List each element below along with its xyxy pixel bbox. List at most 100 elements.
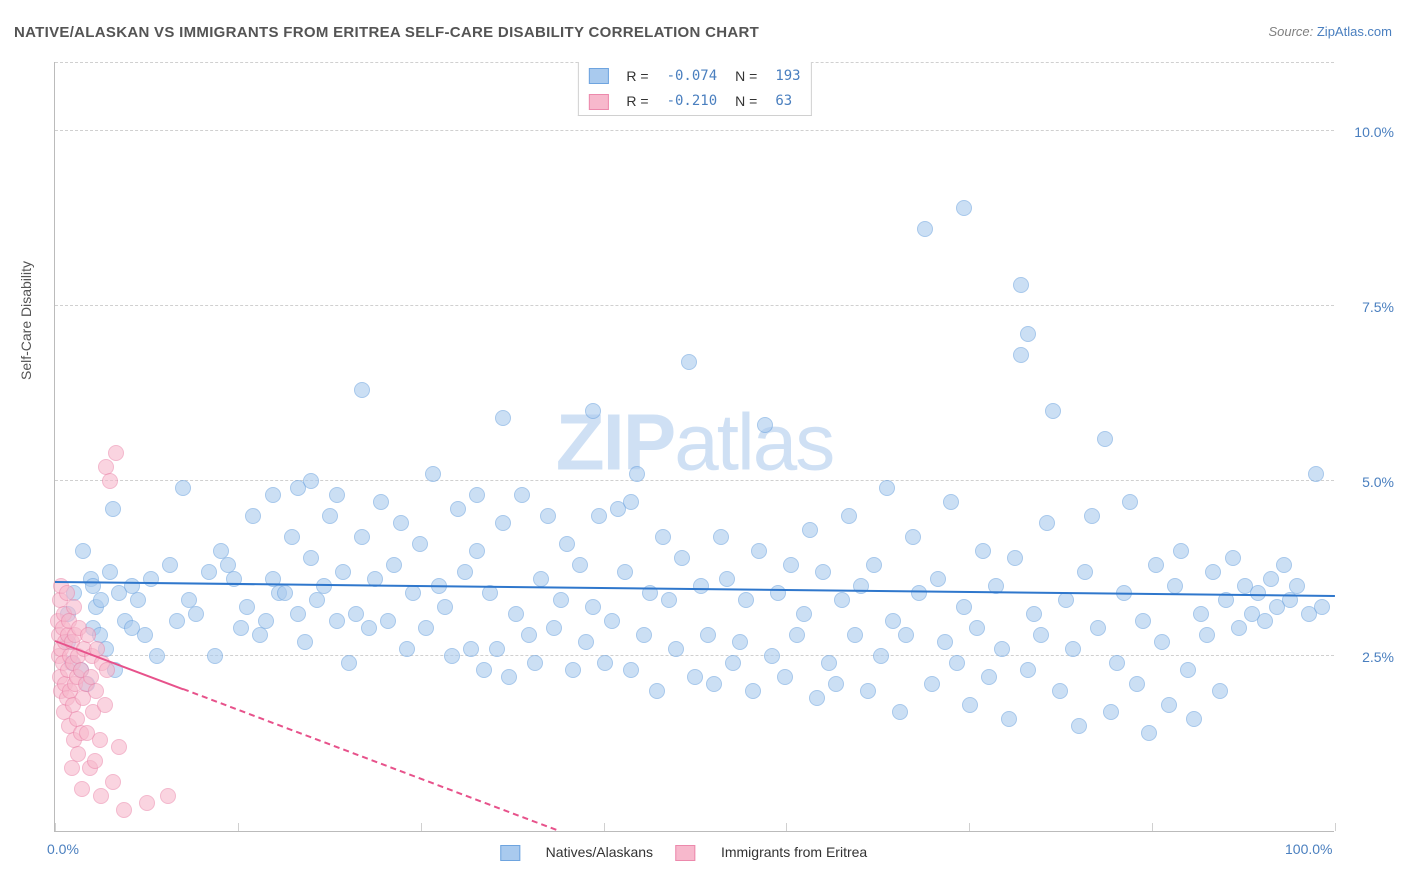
data-point <box>527 655 543 671</box>
data-point <box>380 613 396 629</box>
data-point <box>1065 641 1081 657</box>
data-point <box>905 529 921 545</box>
data-point <box>201 564 217 580</box>
data-point <box>1141 725 1157 741</box>
data-point <box>335 564 351 580</box>
data-point <box>290 606 306 622</box>
data-point <box>834 592 850 608</box>
data-point <box>661 592 677 608</box>
data-point <box>783 557 799 573</box>
data-point <box>373 494 389 510</box>
data-point <box>1103 704 1119 720</box>
data-point <box>386 557 402 573</box>
data-point <box>444 648 460 664</box>
data-point <box>162 557 178 573</box>
data-point <box>981 669 997 685</box>
data-point <box>706 676 722 692</box>
data-point <box>1045 403 1061 419</box>
data-point <box>674 550 690 566</box>
data-point <box>130 592 146 608</box>
data-point <box>245 508 261 524</box>
data-point <box>809 690 825 706</box>
data-point <box>489 641 505 657</box>
data-point <box>745 683 761 699</box>
data-point <box>1007 550 1023 566</box>
data-point <box>917 221 933 237</box>
data-point <box>450 501 466 517</box>
data-point <box>1122 494 1138 510</box>
data-point <box>975 543 991 559</box>
data-point <box>469 487 485 503</box>
data-point <box>655 529 671 545</box>
data-point <box>1084 508 1100 524</box>
data-point <box>629 466 645 482</box>
data-point <box>64 760 80 776</box>
legend-row: R =-0.210N =63 <box>580 89 808 112</box>
data-point <box>879 480 895 496</box>
data-point <box>1231 620 1247 636</box>
source-link[interactable]: ZipAtlas.com <box>1317 24 1392 39</box>
data-point <box>75 543 91 559</box>
data-point <box>425 466 441 482</box>
data-point <box>713 529 729 545</box>
data-point <box>105 501 121 517</box>
data-point <box>361 620 377 636</box>
data-point <box>1020 662 1036 678</box>
data-point <box>309 592 325 608</box>
data-point <box>105 774 121 790</box>
data-point <box>92 732 108 748</box>
source-credit: Source: ZipAtlas.com <box>1268 24 1392 39</box>
data-point <box>591 508 607 524</box>
data-point <box>546 620 562 636</box>
correlation-legend: R =-0.074N =193R =-0.210N =63 <box>577 62 811 116</box>
data-point <box>457 564 473 580</box>
data-point <box>1129 676 1145 692</box>
data-point <box>399 641 415 657</box>
data-point <box>623 662 639 678</box>
data-point <box>188 606 204 622</box>
data-point <box>623 494 639 510</box>
data-point <box>1052 683 1068 699</box>
legend-item: Immigrants from Eritrea <box>675 844 867 860</box>
data-point <box>565 662 581 678</box>
data-point <box>1148 557 1164 573</box>
data-point <box>303 473 319 489</box>
data-point <box>1257 613 1273 629</box>
data-point <box>1090 620 1106 636</box>
data-point <box>924 676 940 692</box>
series-legend: Natives/Alaskans Immigrants from Eritrea <box>500 844 889 861</box>
chart-title: NATIVE/ALASKAN VS IMMIGRANTS FROM ERITRE… <box>14 24 1392 41</box>
data-point <box>93 788 109 804</box>
x-tick-label: 0.0% <box>47 841 79 857</box>
data-point <box>265 487 281 503</box>
data-point <box>412 536 428 552</box>
y-tick-label: 2.5% <box>1342 649 1394 665</box>
data-point <box>956 200 972 216</box>
data-point <box>341 655 357 671</box>
data-point <box>585 403 601 419</box>
data-point <box>956 599 972 615</box>
data-point <box>585 599 601 615</box>
data-point <box>514 487 530 503</box>
data-point <box>815 564 831 580</box>
data-point <box>139 795 155 811</box>
data-point <box>354 529 370 545</box>
data-point <box>1225 550 1241 566</box>
scatter-plot: ZIPatlas 2.5%5.0%7.5%10.0%0.0%100.0% R =… <box>54 62 1334 832</box>
data-point <box>476 662 492 678</box>
data-point <box>828 676 844 692</box>
data-point <box>693 578 709 594</box>
data-point <box>93 592 109 608</box>
data-point <box>1013 277 1029 293</box>
data-point <box>553 592 569 608</box>
data-point <box>1250 585 1266 601</box>
data-point <box>1186 711 1202 727</box>
data-point <box>175 480 191 496</box>
data-point <box>649 683 665 699</box>
data-point <box>892 704 908 720</box>
data-point <box>1077 564 1093 580</box>
data-point <box>572 557 588 573</box>
data-point <box>111 739 127 755</box>
data-point <box>559 536 575 552</box>
data-point <box>1161 697 1177 713</box>
